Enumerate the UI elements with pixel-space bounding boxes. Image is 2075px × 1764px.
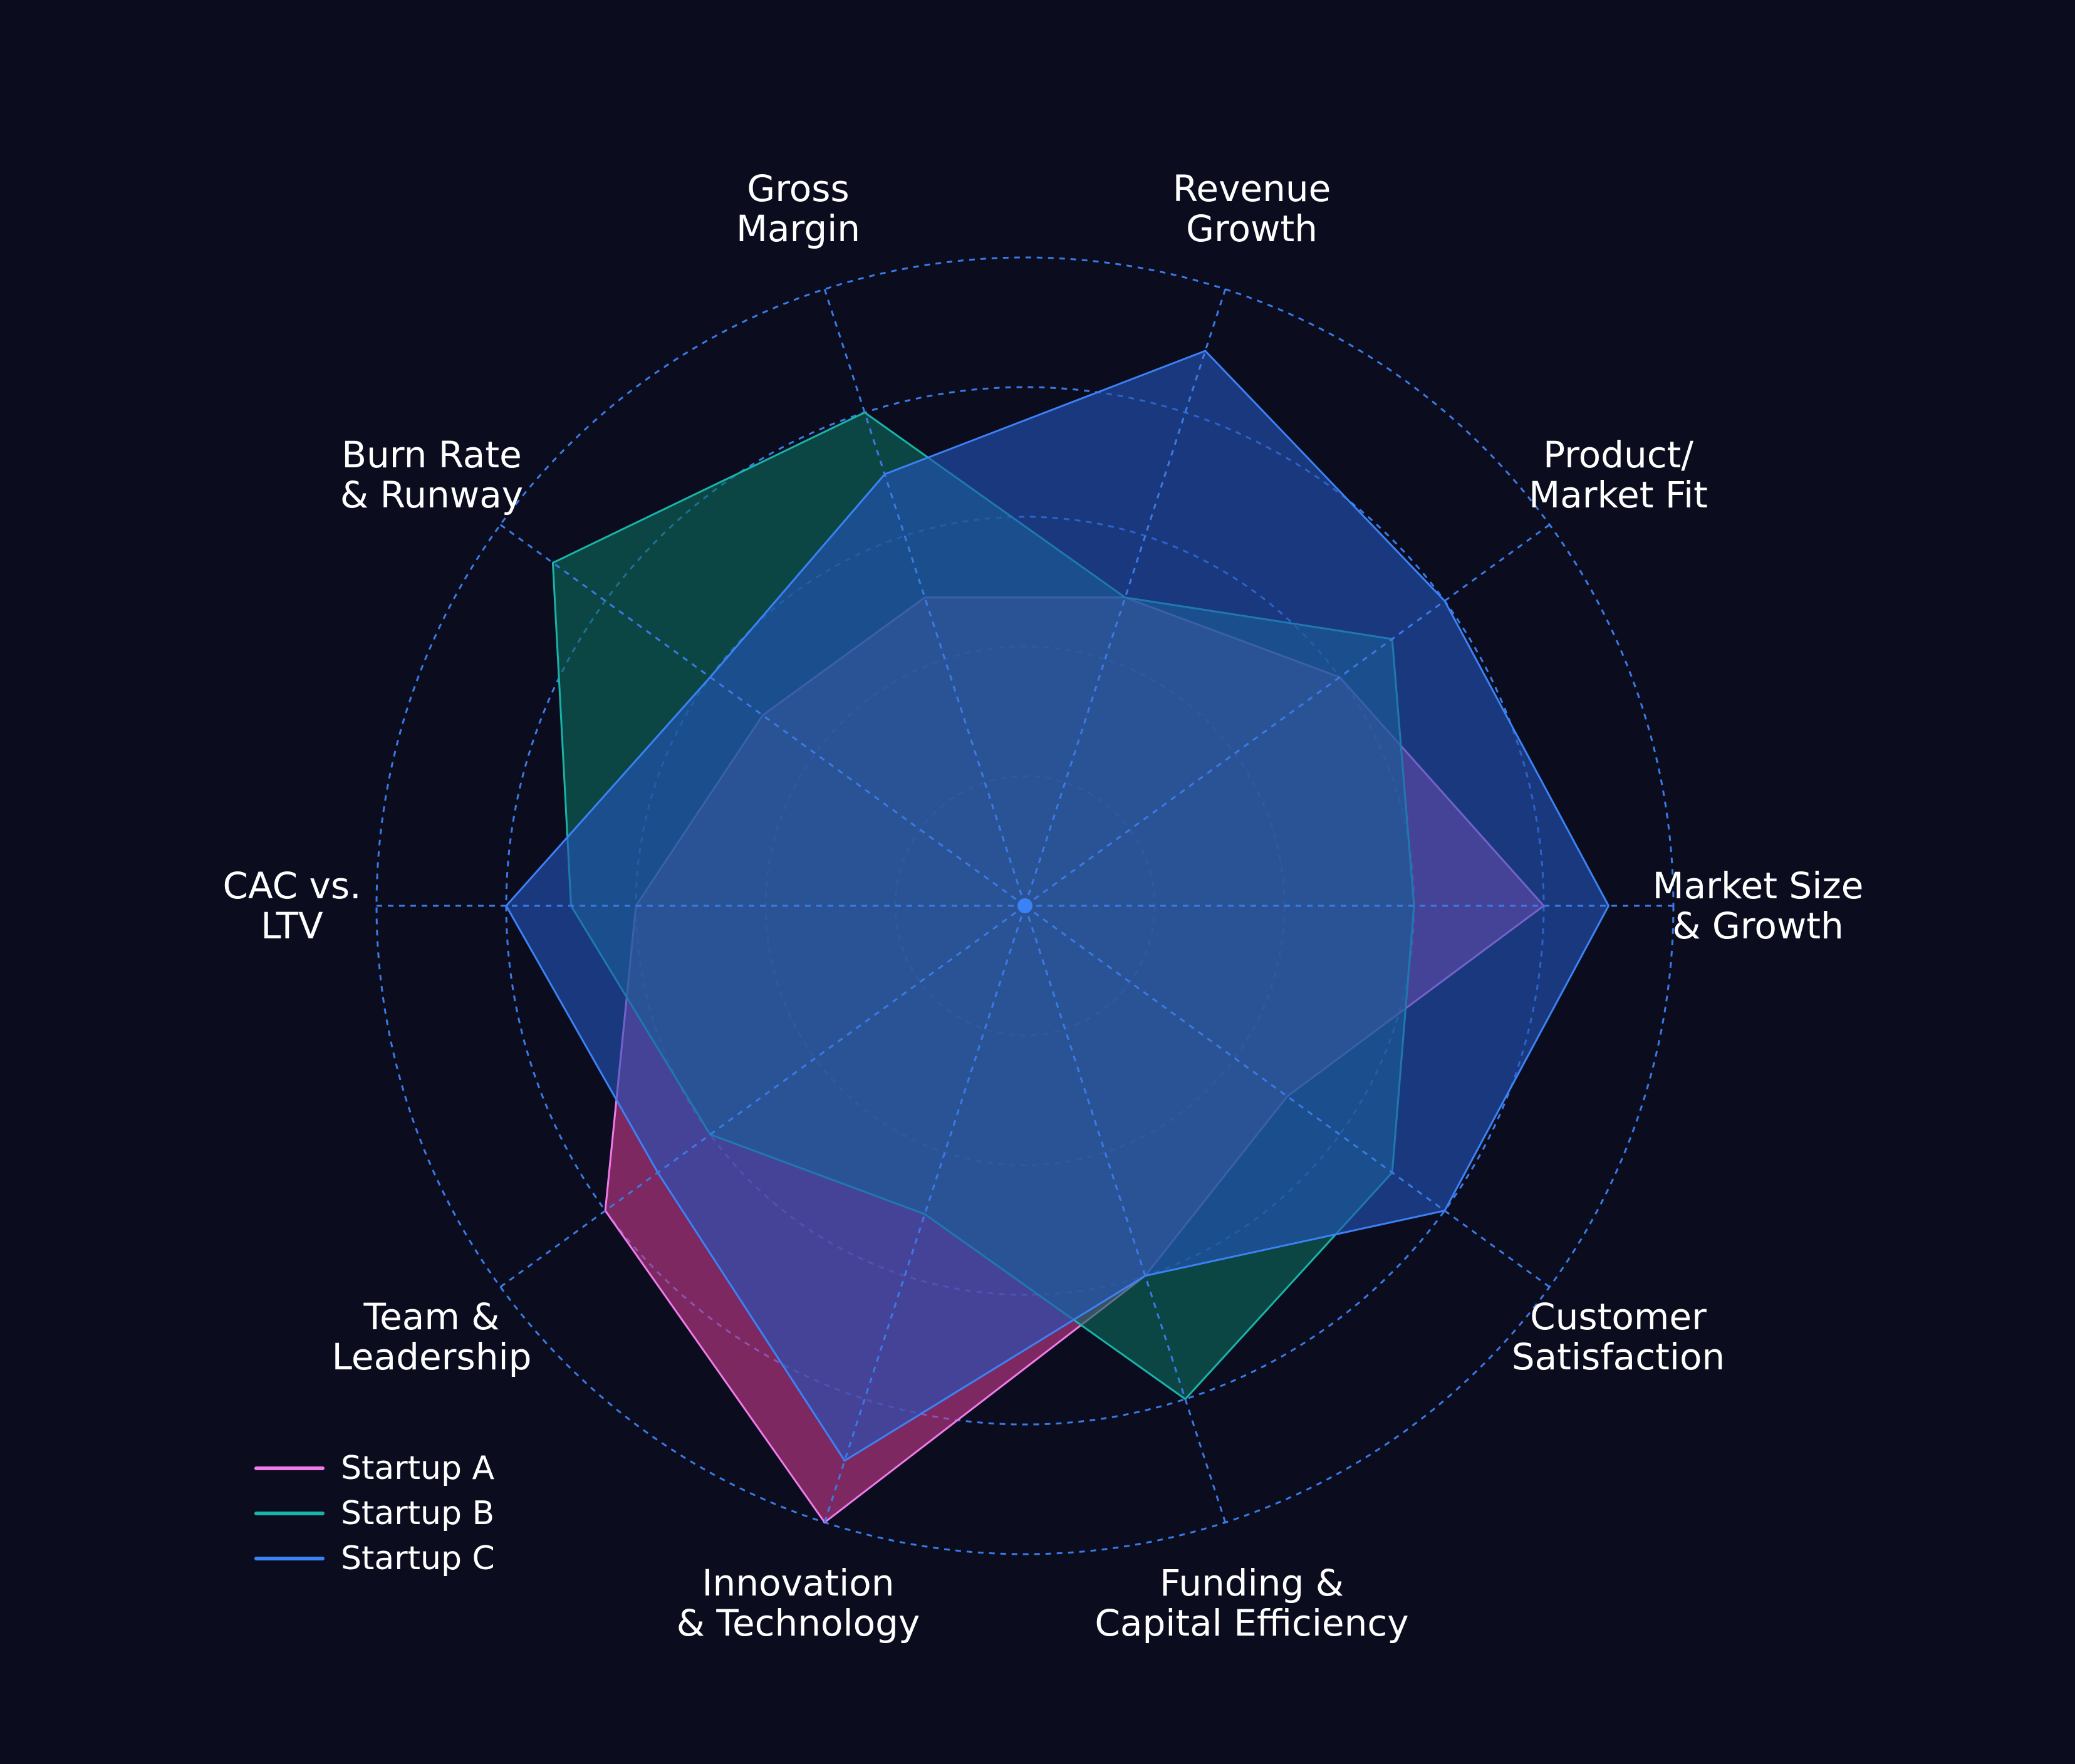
axis-label-line: Funding & (1160, 1562, 1344, 1604)
axis-label-line: Customer (1530, 1295, 1707, 1338)
axis-label-4: Burn Rate & Runway (340, 435, 523, 515)
axis-label-line: CAC vs. (222, 864, 361, 907)
axis-label-5: CAC vs. LTV (222, 866, 361, 946)
axis-label-line: & Runway (340, 474, 524, 516)
axis-label-9: Customer Satisfaction (1512, 1297, 1725, 1377)
axis-label-line: Market Size (1652, 864, 1864, 907)
legend-swatch-startup-b (254, 1512, 325, 1515)
legend-label-startup-a: Startup A (341, 1450, 495, 1487)
axis-label-7: Innovation & Technology (677, 1563, 920, 1643)
radar-axes (377, 289, 1673, 1523)
axis-label-line: Revenue (1172, 167, 1331, 210)
axis-label-line: & Growth (1672, 905, 1844, 947)
axis-label-line: Product/ (1543, 433, 1693, 476)
legend: Startup A Startup B Startup C (254, 1446, 495, 1581)
axis-label-line: Market Fit (1529, 474, 1708, 516)
axis-label-0: Market Size & Growth (1653, 866, 1864, 946)
axis-label-line: Satisfaction (1511, 1336, 1725, 1378)
legend-swatch-startup-c (254, 1557, 325, 1560)
legend-item-startup-c[interactable]: Startup C (254, 1536, 495, 1581)
axis-label-2: Revenue Growth (1173, 169, 1331, 249)
legend-swatch-startup-a (254, 1466, 325, 1470)
radar-series (505, 350, 1610, 1523)
axis-label-8: Funding & Capital Efficiency (1095, 1563, 1408, 1643)
axis-label-line: Burn Rate (341, 433, 522, 476)
legend-label-startup-b: Startup B (341, 1495, 495, 1532)
legend-item-startup-b[interactable]: Startup B (254, 1491, 495, 1536)
axis-label-line: Leadership (331, 1336, 532, 1378)
axis-label-1: Product/Market Fit (1529, 435, 1708, 515)
axis-label-3: Gross Margin (736, 169, 860, 249)
axis-label-line: Growth (1186, 207, 1318, 250)
legend-item-startup-a[interactable]: Startup A (254, 1446, 495, 1491)
center-dot (1017, 898, 1032, 913)
axis-label-line: Team & (363, 1295, 500, 1338)
axis-label-line: Gross (747, 167, 850, 210)
axis-label-line: LTV (261, 905, 323, 947)
axis-label-line: Innovation (702, 1562, 895, 1604)
axis-label-line: Capital Efficiency (1095, 1602, 1409, 1644)
axis-label-6: Team & Leadership (332, 1297, 532, 1377)
axis-label-line: & Technology (676, 1602, 920, 1644)
legend-label-startup-c: Startup C (341, 1540, 495, 1577)
axis-label-line: Margin (736, 207, 861, 250)
